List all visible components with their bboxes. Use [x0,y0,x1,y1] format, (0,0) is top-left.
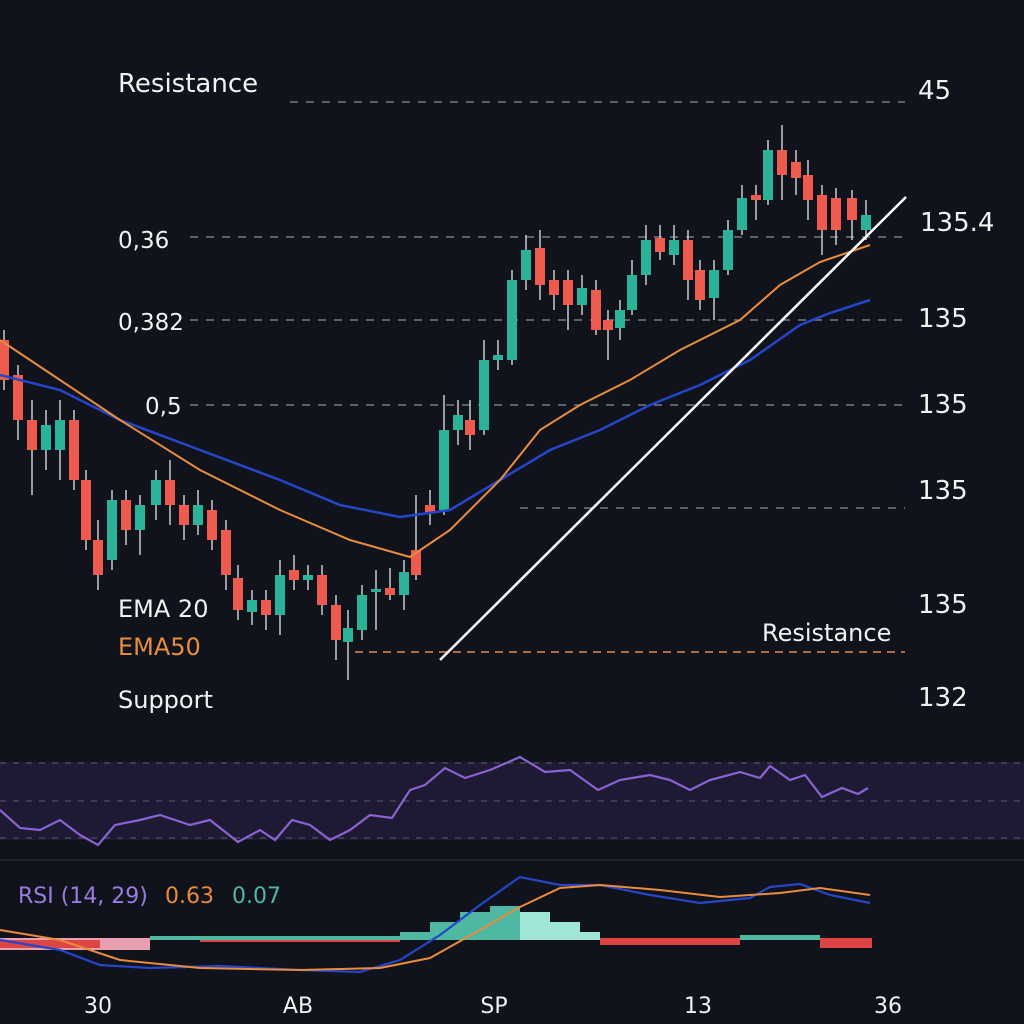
rsi-line [0,755,869,847]
x-tick-label: 30 [84,994,112,1019]
fib-label: 0,382 [118,310,184,336]
signal-line [0,883,871,972]
grid-lines [190,101,905,653]
rsi-value: 0.63 [165,884,214,909]
hist-neg-red [0,938,872,948]
hist-pos-light [520,912,600,940]
price-label: 135 [918,304,968,334]
legend-ema20: EMA 20 [118,595,208,623]
x-tick-label: SP [480,994,507,1019]
level-label: Resistance [118,69,258,99]
candles [0,125,871,680]
rsi-label: RSI (14, 29) [18,884,148,909]
fib-label: 0,36 [118,228,169,254]
price-label: 45 [918,76,951,106]
trend-line [439,196,907,661]
legend-ema50: EMA50 [118,633,201,661]
price-label: 135 [918,390,968,420]
fib-label: 0,5 [145,394,182,420]
macd-line [0,875,871,974]
hist-pos [150,906,820,940]
macd-histogram [0,906,872,950]
price-label: 135 [918,590,968,620]
ema50-line [0,244,871,559]
x-tick-label: AB [283,994,313,1019]
price-label: 135 [918,476,968,506]
candles-down [0,150,857,640]
x-tick-label: 36 [874,994,902,1019]
rsi-value: 0.07 [232,884,281,909]
level-label: Resistance [762,619,891,647]
price-label: 132 [918,683,968,713]
level-label: Support [118,686,213,714]
price-label: 135.4 [920,208,994,238]
x-tick-label: 13 [684,994,712,1019]
